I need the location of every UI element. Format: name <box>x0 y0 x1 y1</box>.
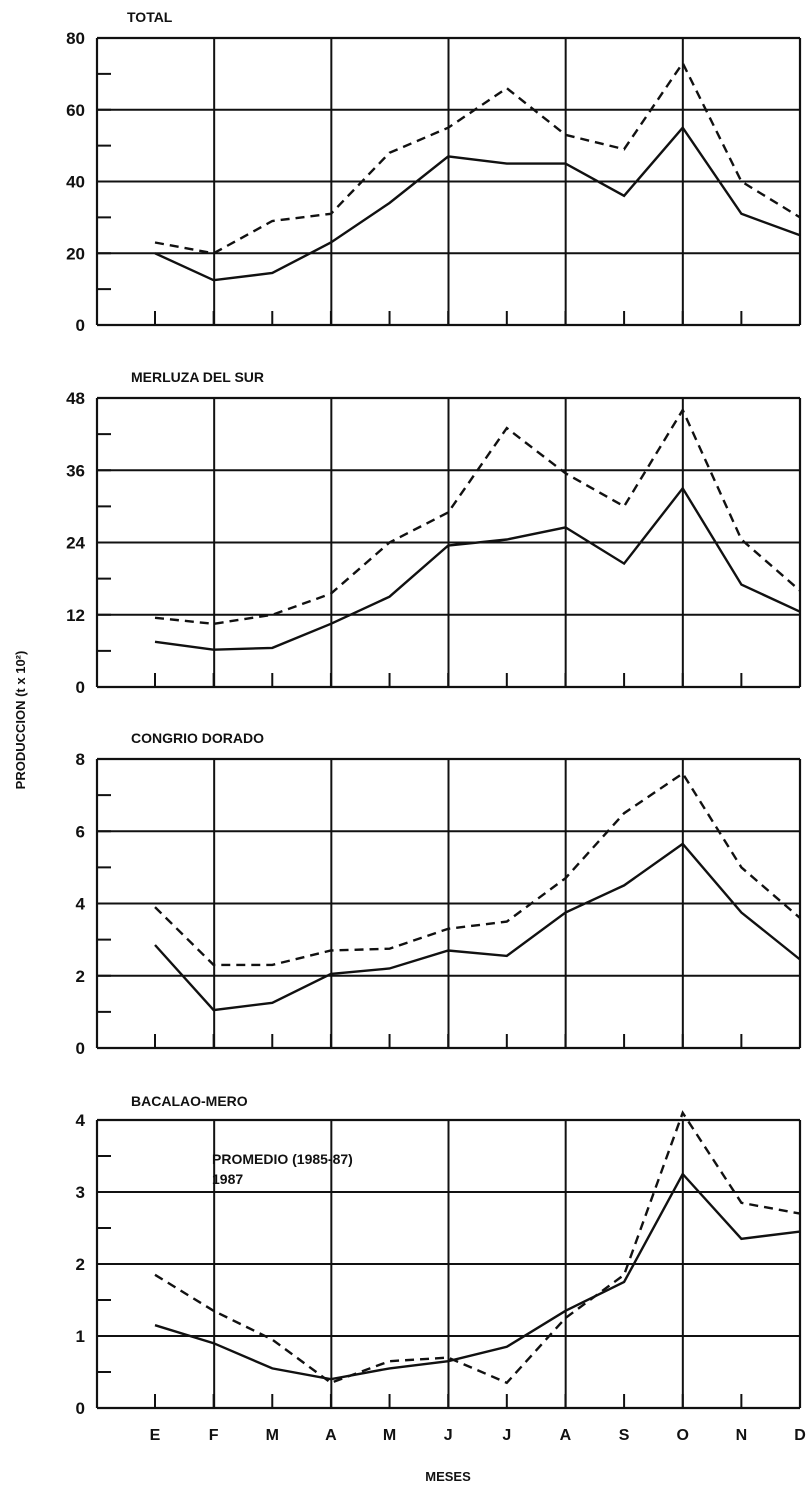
panel-1-y-tick-label: 0 <box>76 316 85 335</box>
y-axis-title: PRODUCCION (t x 10²) <box>13 651 28 790</box>
panel-2-title: MERLUZA DEL SUR <box>131 369 264 385</box>
x-axis-title: MESES <box>425 1469 471 1484</box>
legend-entry-promedio: PROMEDIO (1985-87) <box>212 1151 353 1167</box>
panel-4-series-1987-line <box>155 1174 800 1379</box>
panel-2-y-tick-label: 36 <box>66 461 85 480</box>
panel-1-y-tick-label: 80 <box>66 29 85 48</box>
panel-4-y-tick-label: 0 <box>76 1399 85 1418</box>
panel-3-y-tick-label: 8 <box>76 750 85 769</box>
x-tick-label: J <box>444 1427 453 1444</box>
x-tick-label: F <box>209 1427 219 1444</box>
panel-2-y-tick-label: 12 <box>66 606 85 625</box>
panel-3-y-tick-label: 2 <box>76 967 85 986</box>
x-tick-label: A <box>325 1427 337 1444</box>
panel-3-y-tick-label: 0 <box>76 1039 85 1058</box>
legend-entry-1987: 1987 <box>212 1171 243 1187</box>
x-tick-label: M <box>383 1427 396 1444</box>
panel-3-series-1987-line <box>155 844 800 1010</box>
panel-3-y-tick-label: 4 <box>76 895 86 914</box>
panel-2-y-tick-label: 0 <box>76 678 85 697</box>
panel-2-y-tick-label: 24 <box>66 534 85 553</box>
panel-1-y-tick-label: 20 <box>66 244 85 263</box>
x-tick-label: N <box>736 1427 748 1444</box>
panel-2-y-tick-label: 48 <box>66 389 85 408</box>
x-tick-label: O <box>677 1427 689 1444</box>
panel-1-y-tick-label: 60 <box>66 101 85 120</box>
panel-1-y-tick-label: 40 <box>66 173 85 192</box>
x-tick-label: E <box>150 1427 161 1444</box>
panel-2-series-1987-line <box>155 488 800 649</box>
x-tick-label: D <box>794 1427 806 1444</box>
panel-4-y-tick-label: 4 <box>76 1111 86 1130</box>
x-tick-label: A <box>560 1427 572 1444</box>
panel-3-title: CONGRIO DORADO <box>131 730 264 746</box>
x-tick-label: M <box>266 1427 279 1444</box>
x-tick-label: S <box>619 1427 630 1444</box>
panel-4-y-tick-label: 1 <box>76 1327 85 1346</box>
panel-3-y-tick-label: 6 <box>76 822 85 841</box>
panel-4-title: BACALAO-MERO <box>131 1093 248 1109</box>
panel-1-series-1987-line <box>155 128 800 281</box>
panel-2-series-promedio-line <box>155 410 800 624</box>
panel-4-y-tick-label: 3 <box>76 1183 85 1202</box>
x-tick-label: J <box>502 1427 511 1444</box>
panel-1-title: TOTAL <box>127 9 173 25</box>
panel-4-y-tick-label: 2 <box>76 1255 85 1274</box>
